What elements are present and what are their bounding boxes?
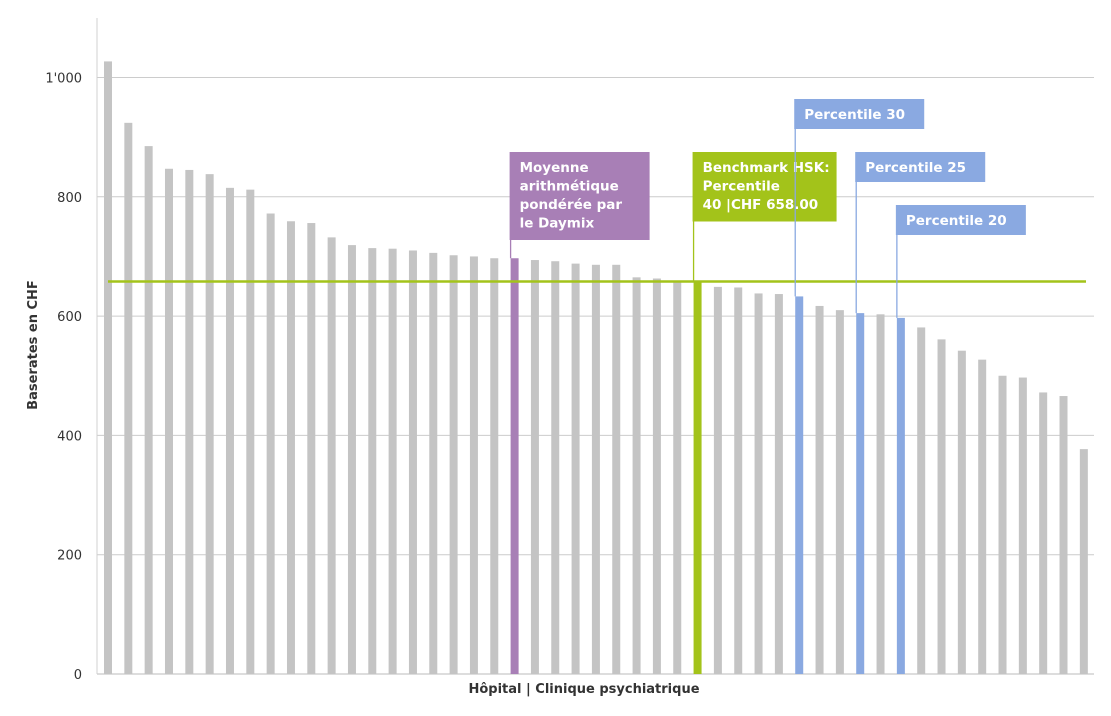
- bar: [144, 146, 153, 674]
- bar: [429, 252, 438, 674]
- bar: [185, 169, 194, 674]
- callout-label: 40 |CHF 658.00: [703, 197, 819, 213]
- bar: [551, 261, 560, 674]
- bar-highlighted: [896, 317, 905, 674]
- bar: [327, 237, 336, 674]
- bar: [205, 174, 214, 674]
- callout: Percentile 20: [895, 205, 1026, 318]
- bars: [104, 61, 1088, 675]
- bar: [307, 223, 316, 674]
- y-tick-label: 400: [57, 429, 82, 444]
- bar: [490, 258, 499, 674]
- bar: [998, 375, 1007, 674]
- bar: [612, 264, 621, 674]
- callout-box: [692, 152, 837, 222]
- bar: [225, 187, 234, 675]
- y-tick-label: 200: [57, 549, 82, 564]
- bar: [713, 286, 722, 674]
- bar: [673, 280, 682, 674]
- y-tick-label: 0: [74, 668, 82, 683]
- bar: [754, 293, 763, 674]
- bar: [449, 255, 458, 674]
- bar: [104, 61, 112, 674]
- bar: [266, 213, 275, 674]
- bar: [246, 189, 255, 674]
- callouts: Moyenne arithmétique pondérée par le Daymix…: [509, 99, 1026, 318]
- bar: [652, 278, 661, 674]
- callout: Benchmark HSK: Percentile 40 |CHF 658.00: [692, 152, 837, 282]
- bar: [124, 122, 133, 675]
- bar-highlighted: [693, 281, 702, 674]
- bar: [1018, 377, 1027, 674]
- bar-highlighted: [795, 296, 804, 674]
- callout-label: Moyenne: [520, 160, 589, 176]
- y-axis-ticks: 0 200 400 600 800 1'000: [45, 72, 82, 684]
- y-tick-label: 600: [57, 310, 82, 325]
- bar: [876, 314, 885, 674]
- bar: [347, 245, 356, 674]
- bar-highlighted: [856, 313, 865, 674]
- callout: Moyenne arithmétique pondérée par le Daymix: [509, 152, 650, 259]
- bar: [815, 305, 824, 674]
- callout-label: Percentile 20: [906, 213, 1007, 229]
- callout: Percentile 25: [855, 152, 986, 314]
- callout-box: [855, 152, 986, 182]
- bar: [530, 260, 539, 674]
- callout-label: pondérée par: [520, 197, 623, 213]
- bar: [469, 256, 478, 674]
- y-axis-title: Baserates en CHF: [26, 280, 41, 410]
- bar: [1059, 396, 1068, 674]
- bar: [591, 264, 600, 674]
- bar: [571, 263, 580, 674]
- callout-box: [794, 99, 925, 129]
- y-tick-label: 1'000: [45, 72, 82, 87]
- bar: [1079, 449, 1088, 674]
- bar: [164, 168, 173, 674]
- callout-label: le Daymix: [520, 216, 595, 232]
- bar: [917, 327, 926, 674]
- bar: [937, 339, 946, 674]
- bar: [957, 350, 966, 674]
- callout-label: Percentile 25: [865, 160, 966, 176]
- callout-label: arithmétique: [520, 179, 619, 195]
- callout-label: Percentile 30: [804, 107, 905, 123]
- callout-box: [895, 205, 1026, 235]
- bar-highlighted: [510, 258, 519, 674]
- callout-label: Percentile: [703, 179, 780, 195]
- callout-box: [509, 152, 650, 240]
- bar: [835, 310, 844, 674]
- x-axis-title: Hôpital | Clinique psychiatrique: [468, 682, 699, 697]
- callout: Percentile 30: [794, 99, 925, 297]
- bar: [978, 359, 987, 674]
- bar: [632, 277, 641, 674]
- bar: [1039, 392, 1048, 674]
- bar: [286, 221, 295, 674]
- bar: [408, 250, 417, 675]
- bar: [368, 248, 377, 674]
- bar: [388, 248, 397, 674]
- bar: [774, 294, 783, 674]
- callout-label: Benchmark HSK:: [703, 160, 830, 176]
- y-tick-label: 800: [57, 191, 82, 206]
- bar: [734, 287, 743, 674]
